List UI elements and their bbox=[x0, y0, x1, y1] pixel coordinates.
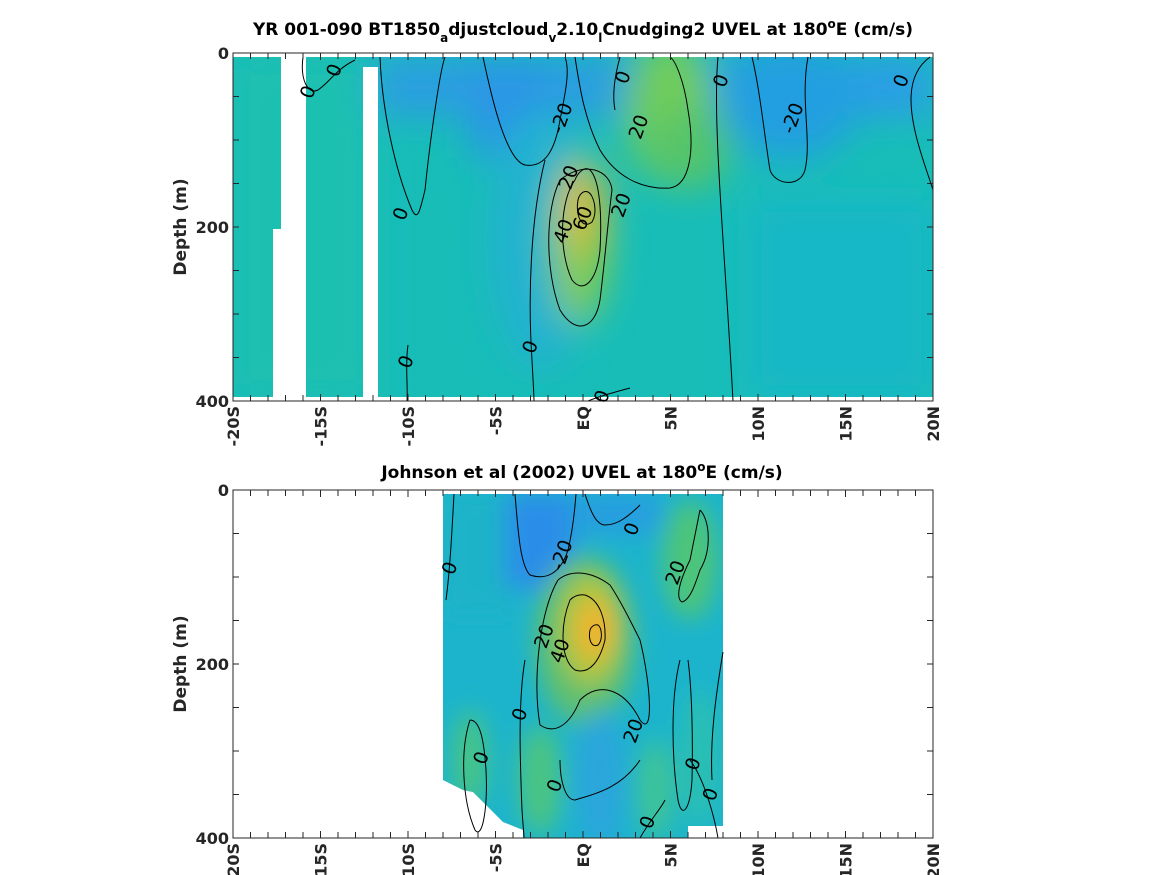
panel-model-y-ticklabel: 0 bbox=[218, 44, 229, 63]
panel-model-y-ticklabel: 200 bbox=[196, 218, 229, 237]
panel-model-contours bbox=[301, 56, 933, 401]
panel-model-x-ticklabel: 10N bbox=[749, 406, 768, 442]
panel-model-y-ticklabel: 400 bbox=[196, 392, 229, 411]
panel-model-field bbox=[233, 53, 933, 401]
panel-model-ylabel: Depth (m) bbox=[171, 178, 191, 275]
panel-observed-title: Johnson et al (2002) UVEL at 180oE (cm/s… bbox=[380, 460, 782, 483]
panel-observed-field bbox=[443, 494, 723, 838]
panel-observed-x-ticklabel: 5N bbox=[662, 843, 681, 868]
panel-observed: Johnson et al (2002) UVEL at 180oE (cm/s… bbox=[171, 460, 943, 875]
panel-model-xticklabels: -20S -15S -10S -5S EQ 5N 10N 15N 20N bbox=[224, 406, 943, 446]
panel-model-x-ticklabel: 15N bbox=[837, 406, 856, 442]
panel-model: YR 001-090 BT1850adjustcloudv2.10lCnudgi… bbox=[171, 17, 943, 446]
panel-model-title: YR 001-090 BT1850adjustcloudv2.10lCnudgi… bbox=[252, 17, 913, 45]
panel-observed-xticklabels: -20S -15S -10S -5S EQ 5N 10N 15N 20N bbox=[224, 843, 943, 875]
panel-model-yticklabels: 0 200 400 bbox=[196, 44, 229, 411]
panel-model-x-ticklabel: -10S bbox=[399, 406, 418, 446]
panel-model-x-ticklabel: -5S bbox=[487, 406, 506, 435]
panel-observed-y-ticklabel: 200 bbox=[196, 655, 229, 674]
panel-observed-x-ticklabel: EQ bbox=[574, 843, 593, 868]
panel-model-x-ticklabel: -20S bbox=[224, 406, 243, 446]
panel-observed-ylabel: Depth (m) bbox=[171, 615, 191, 712]
panel-observed-x-ticklabel: -10S bbox=[399, 843, 418, 875]
panel-model-x-ticklabel: 5N bbox=[662, 406, 681, 431]
panel-model-x-ticklabel: -15S bbox=[312, 406, 331, 446]
panel-observed-x-ticklabel: 20N bbox=[924, 843, 943, 875]
panel-observed-x-ticklabel: 15N bbox=[837, 843, 856, 875]
panel-model-x-ticklabel: 20N bbox=[924, 406, 943, 442]
panel-observed-x-ticklabel: -5S bbox=[487, 843, 506, 872]
panel-observed-y-ticklabel: 0 bbox=[218, 481, 229, 500]
panel-observed-yticklabels: 0 200 400 bbox=[196, 481, 229, 848]
panel-observed-x-ticklabel: 10N bbox=[749, 843, 768, 875]
panel-model-ticks bbox=[232, 52, 934, 402]
panel-observed-x-ticklabel: -15S bbox=[312, 843, 331, 875]
panel-observed-x-ticklabel: -20S bbox=[224, 843, 243, 875]
panel-observed-y-ticklabel: 400 bbox=[196, 829, 229, 848]
panel-observed-ticks bbox=[232, 489, 934, 839]
panel-observed-contours bbox=[445, 493, 724, 838]
panel-model-x-ticklabel: EQ bbox=[574, 406, 593, 431]
